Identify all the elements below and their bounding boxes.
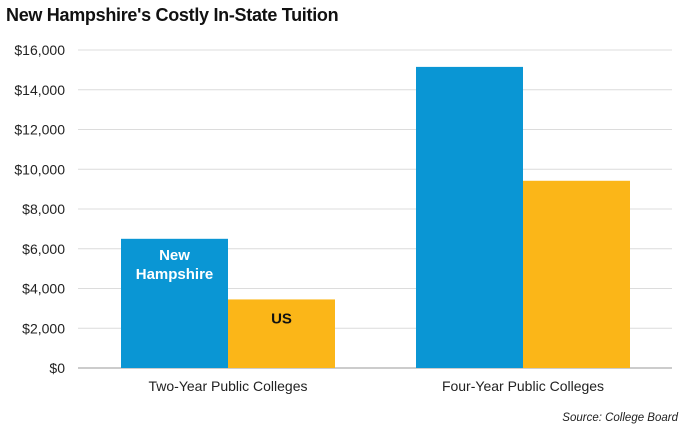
y-tick-label: $4,000 — [22, 281, 65, 297]
y-tick-label: $2,000 — [22, 320, 65, 336]
bar-us-2 — [523, 180, 630, 368]
x-category-label: Four-Year Public Colleges — [442, 378, 604, 394]
source-note: Source: College Board — [562, 412, 678, 424]
y-tick-label: $16,000 — [14, 42, 65, 58]
y-tick-label: $12,000 — [14, 122, 65, 138]
series-label: New — [159, 247, 190, 264]
y-tick-label: $0 — [49, 360, 65, 376]
y-tick-label: $6,000 — [22, 241, 65, 257]
series-label: US — [271, 310, 292, 327]
y-tick-label: $14,000 — [14, 82, 65, 98]
bar-us-1 — [228, 299, 335, 368]
y-tick-label: $10,000 — [14, 161, 65, 177]
bar-new-hampshire-2 — [416, 66, 523, 369]
bar-new-hampshire-1 — [121, 238, 228, 368]
y-tick-label: $8,000 — [22, 201, 65, 217]
chart-title: New Hampshire's Costly In-State Tuition — [6, 5, 339, 25]
series-label: Hampshire — [136, 266, 214, 283]
x-category-label: Two-Year Public Colleges — [148, 378, 307, 394]
